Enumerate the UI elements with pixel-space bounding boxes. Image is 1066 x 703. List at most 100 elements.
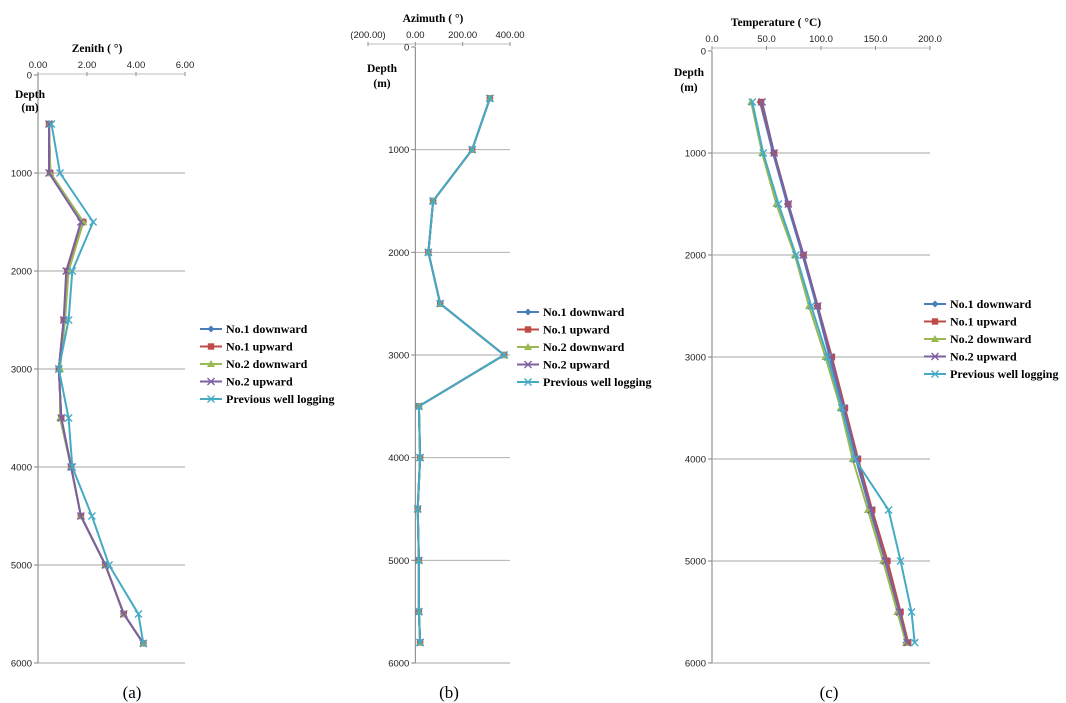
series-line — [50, 123, 145, 644]
marker-x — [105, 561, 114, 569]
marker-x — [47, 120, 56, 128]
series-line — [48, 124, 145, 644]
series-no-1-downward — [414, 94, 508, 646]
series-line — [48, 123, 145, 644]
y-axis-label: (m) — [373, 78, 390, 90]
marker-x — [64, 414, 73, 422]
y-tick-label: 6000 — [388, 659, 409, 670]
marker-x — [207, 395, 215, 403]
legend-item: No.2 downward — [924, 332, 1032, 346]
marker-triangle — [931, 335, 939, 342]
legend-item: No.2 downward — [517, 340, 625, 354]
marker-x — [867, 506, 876, 514]
y-tick-label: 1000 — [11, 169, 32, 180]
marker-diamond — [524, 308, 532, 316]
marker-x — [436, 299, 445, 308]
legend-label: No.1 downward — [543, 305, 625, 319]
marker-x — [89, 218, 98, 226]
series-line — [48, 123, 145, 644]
legend-label: Previous well logging — [226, 392, 334, 406]
legend-label: No.2 upward — [226, 375, 293, 389]
chart-panel-2: Azimuth ( °) (200.00) 0.00 200.00 400.00 0 100… — [350, 13, 651, 702]
legend-item: No.1 upward — [200, 340, 293, 354]
marker-x — [774, 200, 783, 208]
marker-x — [139, 639, 148, 648]
x-tick-label: 4.00 — [127, 60, 146, 71]
legend-label: No.2 downward — [950, 332, 1032, 346]
marker-x — [758, 98, 767, 106]
series-line — [416, 97, 506, 643]
y-tick-label: 0 — [404, 43, 409, 54]
marker-diamond — [207, 325, 215, 333]
legend-item: No.1 downward — [517, 305, 625, 319]
chart-title: Temperature ( °C) — [731, 17, 821, 29]
legend-item: No.2 upward — [200, 375, 293, 389]
marker-x — [850, 455, 859, 463]
x-tick-label: 100.0 — [809, 34, 833, 45]
marker-square — [524, 326, 532, 333]
legend-item: No.2 downward — [200, 357, 308, 371]
legend-label: Previous well logging — [950, 367, 1058, 381]
legend-item: No.1 upward — [924, 315, 1017, 329]
series-no-2-upward — [413, 94, 509, 647]
y-tick-label: 0 — [27, 71, 32, 82]
marker-x — [813, 302, 822, 310]
legend-label: No.2 upward — [543, 358, 610, 372]
marker-triangle — [524, 343, 532, 350]
marker-x — [76, 512, 85, 520]
marker-x — [64, 316, 73, 324]
series-no-2-upward — [758, 98, 912, 647]
marker-square — [757, 98, 765, 106]
marker-x — [907, 608, 916, 616]
panel-caption: (a) — [123, 683, 142, 702]
y-tick-label: 2000 — [11, 267, 32, 278]
marker-square — [828, 353, 836, 361]
marker-x — [56, 169, 65, 177]
x-tick-label: 200.00 — [448, 30, 477, 41]
chart-title: Zenith ( °) — [72, 43, 123, 55]
marker-x — [524, 378, 532, 386]
legend-label: No.1 downward — [950, 297, 1032, 311]
marker-square — [854, 455, 862, 463]
panel-caption: (c) — [820, 683, 839, 702]
marker-x — [799, 251, 808, 259]
marker-x — [931, 370, 939, 378]
chart-panel-3: Temperature ( °C) 0.0 50.0 100.0 150.0 200.0 0… — [674, 17, 1058, 702]
y-tick-label: 1000 — [388, 145, 409, 156]
marker-x — [903, 638, 912, 647]
legend-label: No.2 downward — [226, 357, 308, 371]
y-tick-label: 3000 — [685, 353, 706, 364]
y-tick-label: 6000 — [11, 659, 32, 670]
x-tick-label: 6.00 — [176, 60, 195, 71]
y-tick-label: 4000 — [685, 455, 706, 466]
y-tick-label: 2000 — [685, 251, 706, 262]
y-tick-label: 5000 — [11, 561, 32, 572]
marker-x — [748, 98, 757, 106]
marker-x — [791, 251, 800, 259]
marker-x — [57, 414, 66, 422]
y-axis-label: Depth — [367, 63, 398, 75]
marker-x — [414, 402, 423, 411]
y-tick-label: 3000 — [11, 365, 32, 376]
marker-square — [207, 343, 215, 350]
marker-x — [68, 267, 77, 275]
chart-panel-1: Zenith ( °) 0.00 2.00 4.00 6.00 0 1000 2000 3000… — [11, 43, 335, 702]
marker-x — [896, 557, 905, 565]
x-tick-label: 0.0 — [705, 34, 718, 45]
marker-x — [413, 505, 422, 513]
marker-x — [424, 248, 433, 257]
y-tick-label: 4000 — [11, 463, 32, 474]
marker-x — [770, 149, 779, 157]
marker-square — [931, 318, 939, 325]
x-tick-label: 200.0 — [918, 34, 942, 45]
marker-x — [759, 149, 768, 157]
x-tick-label: 50.0 — [757, 34, 776, 45]
legend-item: No.2 upward — [517, 358, 610, 372]
marker-x — [134, 610, 143, 618]
marker-x — [76, 218, 85, 226]
marker-x — [62, 267, 71, 275]
marker-x — [931, 352, 939, 361]
y-tick-label: 5000 — [388, 556, 409, 567]
series-no-2-downward — [413, 94, 509, 646]
